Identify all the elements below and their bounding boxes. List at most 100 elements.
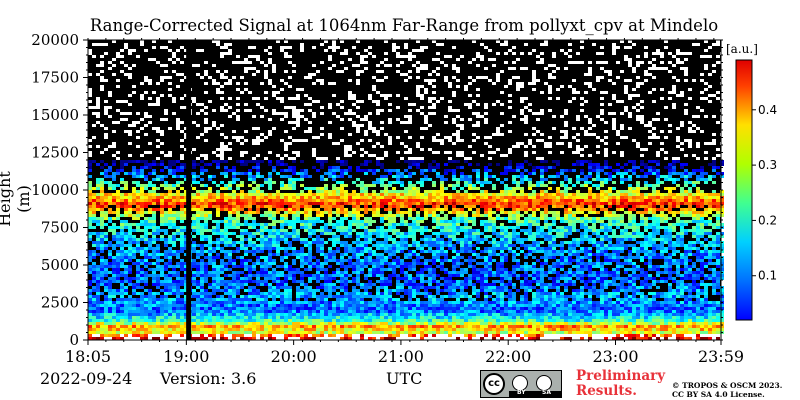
heatmap-cell — [168, 211, 172, 214]
heatmap-cell — [408, 172, 412, 175]
heatmap-cell — [404, 256, 408, 259]
heatmap-cell — [328, 205, 332, 208]
heatmap-cell — [360, 181, 364, 184]
heatmap-cell — [128, 226, 132, 229]
heatmap-cell — [452, 205, 456, 208]
heatmap-cell — [596, 232, 600, 235]
heatmap-cell — [88, 166, 92, 169]
heatmap-cell — [176, 199, 180, 202]
heatmap-cell — [720, 208, 724, 211]
heatmap-cell — [492, 199, 496, 202]
heatmap-cell — [444, 169, 448, 172]
heatmap-cell — [256, 97, 260, 100]
heatmap-cell — [280, 100, 284, 103]
heatmap-cell — [200, 238, 204, 241]
heatmap-cell — [484, 169, 488, 172]
heatmap-cell — [684, 244, 688, 247]
heatmap-cell — [584, 199, 588, 202]
heatmap-cell — [476, 241, 480, 244]
heatmap-cell — [536, 112, 540, 115]
heatmap-cell — [716, 223, 720, 226]
heatmap-cell — [588, 121, 592, 124]
heatmap-cell — [168, 208, 172, 211]
heatmap-cell — [520, 181, 524, 184]
heatmap-cell — [388, 199, 392, 202]
heatmap-cell — [136, 226, 140, 229]
heatmap-cell — [328, 232, 332, 235]
heatmap-cell — [512, 46, 516, 49]
heatmap-cell — [316, 241, 320, 244]
heatmap-cell — [108, 229, 112, 232]
heatmap-cell — [176, 214, 180, 217]
heatmap-cell — [684, 211, 688, 214]
heatmap-cell — [120, 193, 124, 196]
heatmap-cell — [200, 172, 204, 175]
heatmap-cell — [364, 223, 368, 226]
heatmap-cell — [260, 238, 264, 241]
heatmap-cell — [624, 178, 628, 181]
heatmap-cell — [540, 109, 544, 112]
heatmap-cell — [720, 160, 724, 163]
heatmap-cell — [692, 124, 696, 127]
heatmap-cell — [192, 247, 196, 250]
heatmap-cell — [144, 115, 148, 118]
heatmap-cell — [136, 211, 140, 214]
heatmap-cell — [208, 217, 212, 220]
heatmap-cell — [164, 46, 168, 49]
heatmap-cell — [280, 112, 284, 115]
heatmap-cell — [632, 235, 636, 238]
heatmap-cell — [436, 172, 440, 175]
heatmap-cell — [512, 178, 516, 181]
heatmap-cell — [412, 199, 416, 202]
heatmap-cell — [620, 196, 624, 199]
heatmap-cell — [612, 193, 616, 196]
heatmap-cell — [456, 109, 460, 112]
heatmap-cell — [92, 196, 96, 199]
heatmap-cell — [88, 220, 92, 223]
heatmap-cell — [364, 160, 368, 163]
heatmap-cell — [192, 241, 196, 244]
heatmap-cell — [516, 235, 520, 238]
heatmap-cell — [192, 172, 196, 175]
heatmap-cell — [304, 199, 308, 202]
heatmap-cell — [552, 55, 556, 58]
heatmap-cell — [608, 241, 612, 244]
heatmap-cell — [444, 64, 448, 67]
heatmap-cell — [148, 103, 152, 106]
heatmap-cell — [652, 232, 656, 235]
heatmap-cell — [648, 130, 652, 133]
heatmap-cell — [616, 214, 620, 217]
heatmap-cell — [412, 172, 416, 175]
heatmap-cell — [96, 106, 100, 109]
heatmap-cell — [664, 235, 668, 238]
heatmap-cell — [224, 175, 228, 178]
heatmap-cell — [148, 241, 152, 244]
heatmap-cell — [584, 217, 588, 220]
heatmap-cell — [672, 88, 676, 91]
heatmap-cell — [592, 217, 596, 220]
heatmap-cell — [592, 193, 596, 196]
heatmap-cell — [556, 160, 560, 163]
heatmap-cell — [152, 40, 156, 43]
heatmap-cell — [244, 58, 248, 61]
heatmap-cell — [220, 46, 224, 49]
heatmap-cell — [540, 58, 544, 61]
heatmap-cell — [308, 232, 312, 235]
heatmap-cell — [156, 100, 160, 103]
heatmap-cell — [340, 205, 344, 208]
heatmap-cell — [100, 76, 104, 79]
heatmap-cell — [212, 199, 216, 202]
heatmap-cell — [132, 85, 136, 88]
heatmap-cell — [96, 241, 100, 244]
heatmap-cell — [520, 82, 524, 85]
heatmap-cell — [676, 49, 680, 52]
heatmap-cell — [556, 187, 560, 190]
heatmap-cell — [116, 196, 120, 199]
heatmap-cell — [536, 229, 540, 232]
heatmap-cell — [352, 193, 356, 196]
heatmap-cell — [256, 184, 260, 187]
heatmap-cell — [604, 163, 608, 166]
heatmap-cell — [336, 211, 340, 214]
heatmap-cell — [680, 187, 684, 190]
heatmap-cell — [300, 115, 304, 118]
